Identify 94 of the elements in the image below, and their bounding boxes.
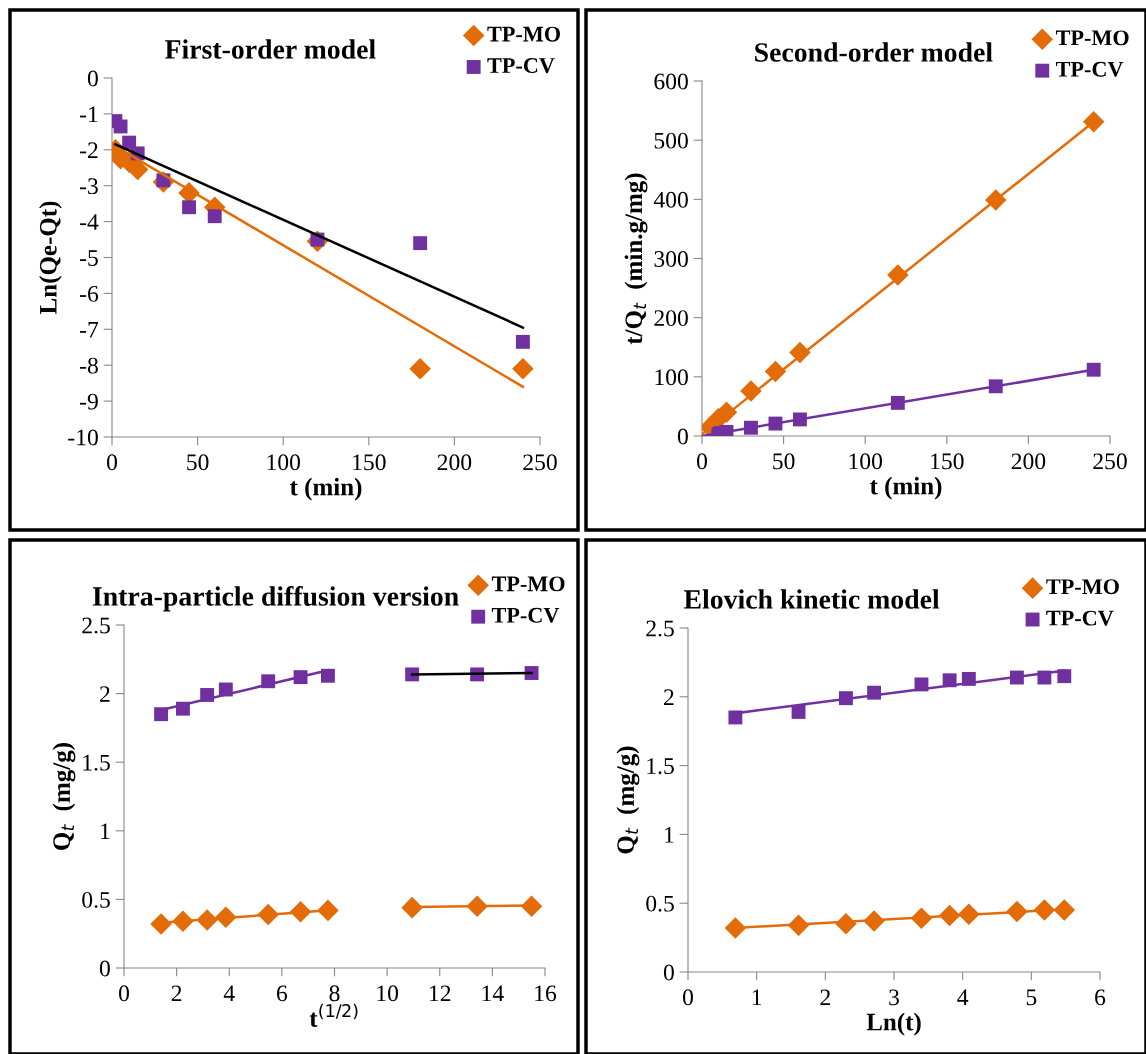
y-tick-label: 600 bbox=[654, 73, 688, 90]
chart-title: Intra-particle diffusion version bbox=[92, 586, 459, 612]
point bbox=[1086, 362, 1101, 377]
y-tick-label: -2 bbox=[80, 142, 98, 158]
x-tick-label: 6 bbox=[276, 985, 288, 1002]
y-tick-label: 100 bbox=[655, 369, 688, 386]
legend-label: TP-MO bbox=[1046, 579, 1119, 595]
y-tick-label: -5 bbox=[80, 250, 98, 266]
x-tick-label: 250 bbox=[523, 454, 557, 471]
point bbox=[207, 209, 222, 224]
y-tick-label: 2.5 bbox=[646, 620, 674, 637]
x-axis-title: t$^{(1/2)}$ bbox=[309, 1003, 358, 1027]
y-tick-label: 0 bbox=[677, 428, 688, 445]
x-tick-label: 4 bbox=[223, 985, 235, 1002]
chart-title: First-order model bbox=[165, 39, 376, 59]
y-axis-title: t/Q$_{t}$ (min.g/mg) bbox=[624, 173, 648, 345]
y-tick-label: 1.5 bbox=[83, 754, 110, 771]
x-tick-label: 6 bbox=[1095, 989, 1106, 1006]
point bbox=[401, 896, 423, 919]
x-tick-label: 0 bbox=[119, 985, 129, 1002]
x-tick-label: 200 bbox=[1011, 453, 1046, 470]
y-tick-label: 1 bbox=[101, 823, 110, 839]
point bbox=[113, 119, 128, 134]
y-axis-title: Q$_{t}$ (mg/g) bbox=[616, 746, 640, 854]
x-tick-label: 12 bbox=[430, 985, 451, 1002]
x-tick-label: 0 bbox=[697, 453, 707, 470]
y-tick-label: -1 bbox=[80, 106, 98, 123]
point bbox=[409, 358, 431, 380]
x-axis-title: Ln(t) bbox=[866, 1012, 921, 1036]
y-tick-label: 0 bbox=[87, 70, 98, 87]
point bbox=[154, 707, 169, 722]
y-tick-label: -9 bbox=[80, 393, 98, 410]
legend-label: TP-CV bbox=[1046, 610, 1114, 626]
x-tick-label: 2 bbox=[820, 989, 830, 1006]
x-tick-label: 16 bbox=[535, 985, 557, 1002]
x-tick-label: 250 bbox=[1093, 453, 1127, 470]
y-tick-label: 500 bbox=[654, 132, 688, 149]
x-tick-label: 100 bbox=[267, 454, 301, 471]
point bbox=[317, 899, 339, 922]
point bbox=[182, 200, 196, 215]
x-axis-title: t (min) bbox=[289, 477, 362, 501]
legend-label: TP-MO bbox=[1055, 30, 1129, 46]
x-tick-label: 14 bbox=[482, 985, 504, 1002]
x-tick-label: 5 bbox=[1026, 989, 1037, 1006]
y-tick-label: 2 bbox=[664, 689, 674, 705]
y-tick-label: 400 bbox=[653, 191, 688, 208]
x-tick-label: 150 bbox=[931, 453, 964, 470]
point bbox=[524, 666, 539, 680]
legend-label: TP-MO bbox=[491, 576, 565, 592]
x-tick-label: 3 bbox=[889, 989, 899, 1006]
y-axis-title: Ln(Qe-Qt) bbox=[39, 201, 62, 315]
x-tick-label: 50 bbox=[187, 454, 209, 471]
x-tick-label: 8 bbox=[329, 985, 340, 1002]
chart-title: Elovich kinetic model bbox=[683, 589, 940, 609]
legend-label: TP-MO bbox=[487, 26, 560, 42]
y-tick-label: 0.5 bbox=[82, 891, 110, 908]
y-tick-label: 200 bbox=[654, 310, 688, 327]
y-tick-label: -4 bbox=[80, 214, 99, 230]
chart-title: Second-order model bbox=[755, 42, 993, 62]
legend-label: TP-CV bbox=[487, 58, 555, 74]
point bbox=[413, 236, 428, 251]
x-tick-label: 4 bbox=[957, 989, 969, 1006]
y-tick-label: 0 bbox=[99, 960, 110, 977]
y-tick-label: -6 bbox=[80, 285, 99, 302]
y-tick-label: -8 bbox=[80, 357, 98, 374]
y-tick-label: 300 bbox=[654, 250, 688, 267]
x-tick-label: 50 bbox=[773, 453, 795, 470]
point bbox=[1082, 111, 1105, 133]
y-tick-label: -10 bbox=[68, 429, 98, 446]
y-tick-label: 1.5 bbox=[647, 758, 674, 775]
y-tick-label: 2 bbox=[100, 686, 110, 702]
x-axis-title: t (min) bbox=[869, 476, 942, 500]
y-tick-label: -7 bbox=[80, 322, 99, 338]
point bbox=[126, 158, 149, 181]
y-tick-label: 0.5 bbox=[646, 895, 674, 912]
y-tick-label: 1 bbox=[665, 827, 674, 843]
y-axis-title: Q$_{t}$ (mg/g) bbox=[52, 743, 76, 850]
legend-label: TP-CV bbox=[491, 607, 560, 623]
y-tick-label: 0 bbox=[663, 964, 674, 981]
point bbox=[320, 668, 335, 683]
point bbox=[728, 710, 743, 725]
point bbox=[724, 917, 747, 939]
x-tick-label: 1 bbox=[752, 989, 762, 1006]
y-tick-label: 2.5 bbox=[82, 617, 110, 634]
legend-label: TP-CV bbox=[1055, 61, 1124, 77]
x-tick-label: 100 bbox=[849, 453, 883, 470]
point bbox=[1057, 669, 1072, 684]
x-tick-label: 10 bbox=[377, 985, 399, 1002]
x-tick-label: 150 bbox=[353, 454, 386, 471]
point bbox=[515, 334, 530, 349]
point bbox=[512, 358, 534, 380]
y-tick-label: -3 bbox=[80, 178, 98, 195]
x-tick-label: 2 bbox=[171, 985, 182, 1002]
x-tick-label: 200 bbox=[437, 454, 472, 471]
